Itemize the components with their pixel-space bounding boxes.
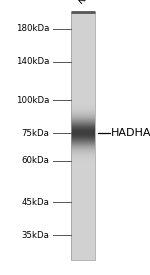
Text: 35kDa: 35kDa	[22, 231, 50, 240]
Text: 140kDa: 140kDa	[16, 57, 50, 66]
Text: 75kDa: 75kDa	[22, 129, 50, 138]
Text: 45kDa: 45kDa	[22, 198, 50, 207]
Text: HADHA: HADHA	[111, 128, 150, 138]
Text: 60kDa: 60kDa	[22, 156, 50, 165]
Text: K-562: K-562	[76, 0, 105, 6]
Text: 180kDa: 180kDa	[16, 24, 50, 33]
Text: 100kDa: 100kDa	[16, 96, 50, 105]
FancyBboxPatch shape	[70, 12, 94, 260]
